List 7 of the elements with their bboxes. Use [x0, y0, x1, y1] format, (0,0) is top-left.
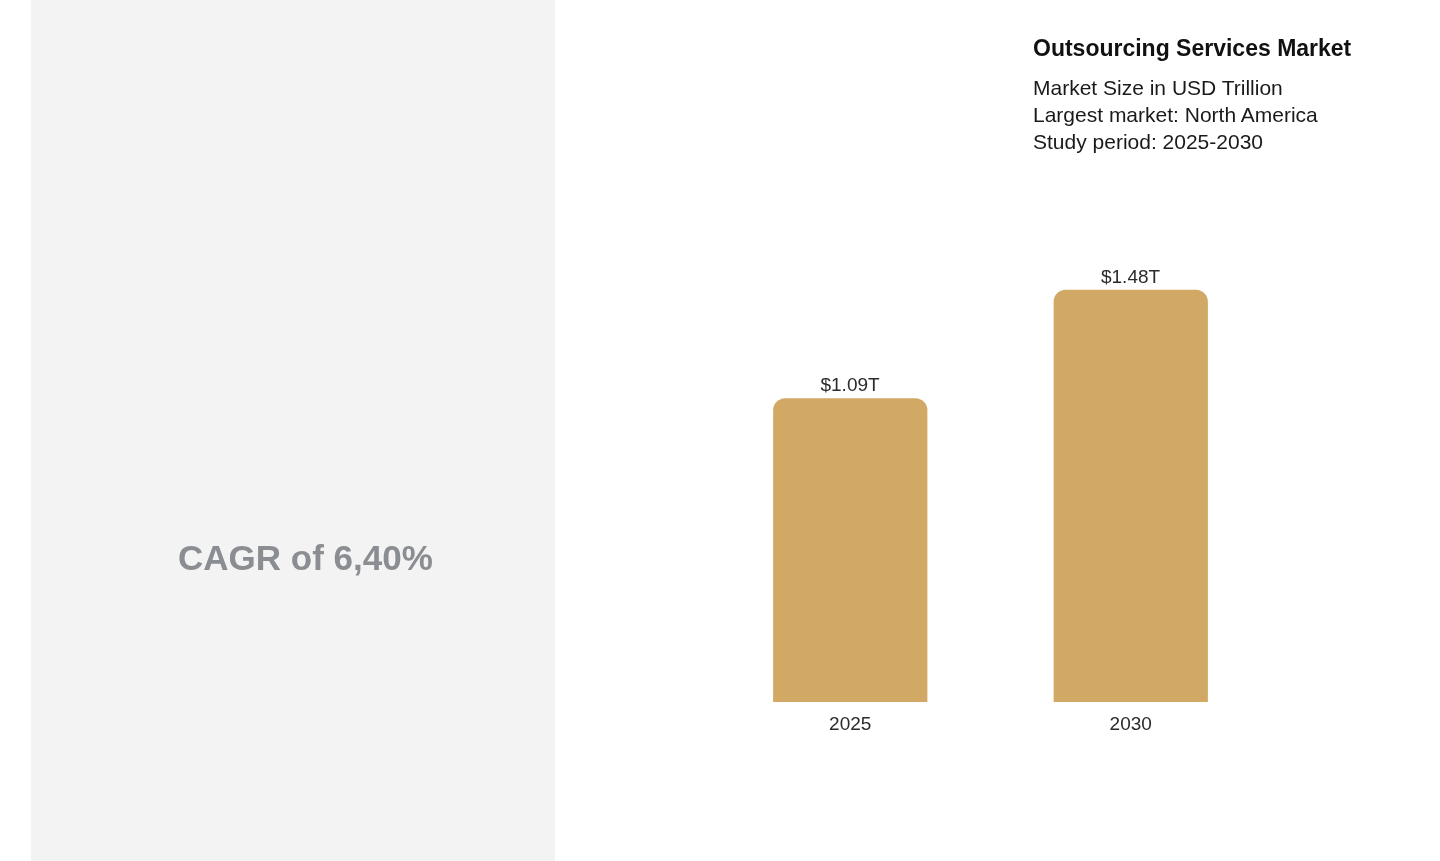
x-tick-label: 2025	[829, 713, 872, 734]
x-tick-label: 2030	[1109, 713, 1152, 734]
chart-title: Outsourcing Services Market	[1033, 35, 1352, 62]
text: CAGR of 6,40%	[178, 538, 433, 577]
data-label: $1.09T	[820, 374, 881, 396]
data-label: $1.48T	[1100, 265, 1161, 287]
chart-subtitle: Market Size in USD Trillion Largest market: North America Study period: 2025-2030	[1033, 75, 1319, 154]
